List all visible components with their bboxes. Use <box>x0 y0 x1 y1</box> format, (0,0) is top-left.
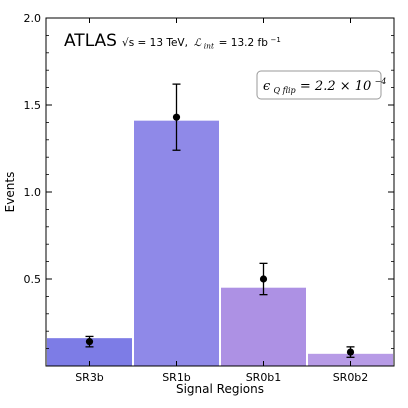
qflip-box <box>256 70 382 100</box>
x-tick-label: SR1b <box>162 371 191 384</box>
lumi-value: = 13.2 fb <box>219 37 269 49</box>
y-tick-label: 1.5 <box>24 99 42 112</box>
qflip-label: ϵ Q flip = 2.2 × 10 −4 <box>263 77 386 96</box>
plot-area <box>46 18 394 366</box>
x-axis: SR3b SR1b SR0b1 SR0b2 <box>75 18 368 384</box>
y-axis-title: Events <box>3 172 17 213</box>
x-tick-label: SR0b2 <box>333 371 369 384</box>
qflip-value: = 2.2 × 10 <box>300 79 371 94</box>
qflip-symbol: ϵ <box>263 79 271 94</box>
data-point-sr1b <box>172 113 181 121</box>
data-point-sr0b2 <box>346 348 355 356</box>
x-tick-label: SR0b1 <box>246 371 282 384</box>
energy-lumi-label: √s = 13 TeV, ℒ int = 13.2 fb −1 <box>122 36 281 52</box>
lumi-symbol: ℒ <box>194 37 202 49</box>
data-point-sr3b <box>85 338 94 346</box>
qflip-subscript: Q flip <box>274 86 296 95</box>
y-tick-label: 1.0 <box>24 186 42 199</box>
energy-text: √s = 13 TeV, <box>122 37 188 49</box>
points-layer <box>85 83 355 358</box>
data-point-sr0b1 <box>259 275 268 283</box>
x-tick-label: SR3b <box>75 371 104 384</box>
bar-sr1b <box>134 120 219 366</box>
bar-sr0b1 <box>221 287 306 366</box>
bars-layer <box>47 120 393 366</box>
lumi-exponent: −1 <box>270 36 280 44</box>
lumi-subscript: int <box>204 42 215 51</box>
x-axis-title: Signal Regions <box>176 382 264 396</box>
y-tick-label: 2.0 <box>24 12 42 25</box>
y-tick-label: 0.5 <box>24 273 42 286</box>
qflip-exponent: −4 <box>375 77 387 86</box>
y-axis: 0.5 1.0 1.5 2.0 <box>24 12 394 350</box>
experiment-label: ATLAS <box>64 31 117 51</box>
bar-sr0b2 <box>308 353 393 366</box>
